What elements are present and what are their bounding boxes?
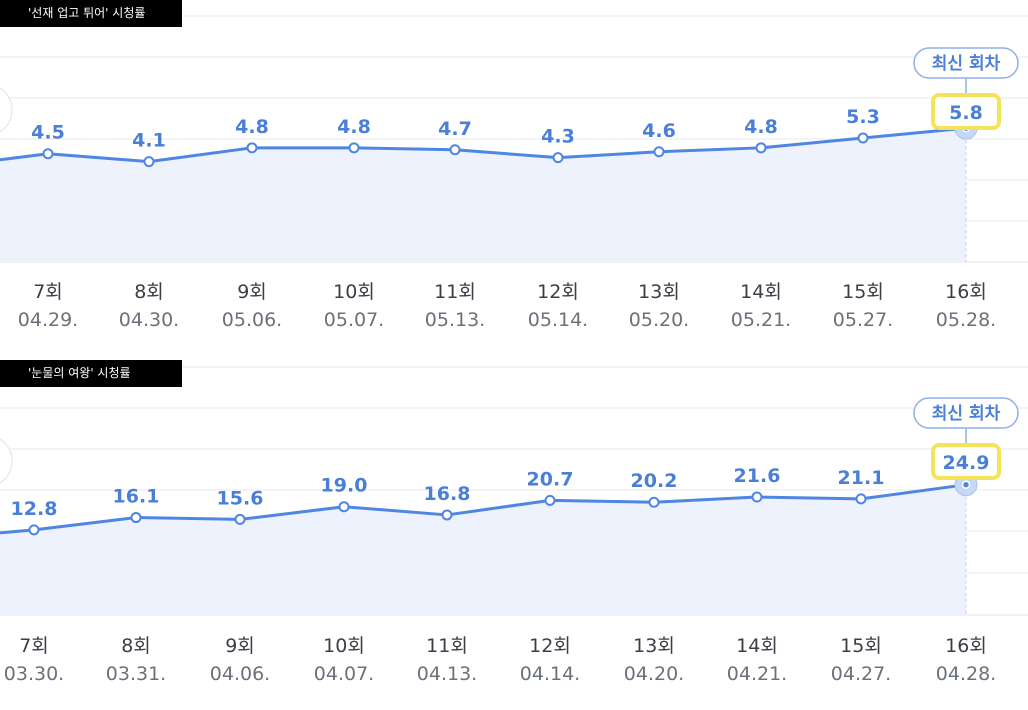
data-point: [130, 512, 142, 524]
data-label: 21.1: [838, 467, 885, 489]
x-date-label: 05.06.: [222, 309, 282, 331]
x-tick-label: 15회: [840, 635, 882, 657]
x-date-label: 04.27.: [831, 663, 891, 685]
x-date-label: 04.30.: [119, 309, 179, 331]
x-date-label: 05.14.: [528, 309, 588, 331]
data-point: [961, 480, 971, 489]
x-tick-label: 15회: [842, 281, 884, 303]
data-point: [441, 509, 453, 521]
x-tick-label: 7회: [33, 281, 63, 303]
x-tick-label: 14회: [740, 281, 782, 303]
data-point: [348, 142, 360, 154]
x-date-label: 04.14.: [520, 663, 580, 685]
prev-nav-button[interactable]: [0, 84, 13, 136]
latest-value-label: 24.9: [943, 452, 990, 474]
data-label: 5.3: [846, 106, 880, 128]
data-point: [42, 148, 54, 160]
x-tick-label: 12회: [537, 281, 579, 303]
x-tick-label: 13회: [633, 635, 675, 657]
x-date-label: 04.29.: [18, 309, 78, 331]
data-label: 4.8: [744, 116, 778, 138]
x-tick-label: 9회: [225, 635, 255, 657]
data-label: 4.1: [132, 130, 166, 152]
prev-nav-button[interactable]: [0, 435, 13, 487]
data-point: [28, 524, 40, 536]
x-date-label: 04.07.: [314, 663, 374, 685]
line-chart: 12.8 16.1 15.6 19.0 16.8 20.7 20.2 21.6 21.1 최신 회…: [0, 366, 1028, 685]
data-label: 16.8: [424, 483, 471, 505]
x-date-label: 03.31.: [106, 663, 166, 685]
data-label: 12.8: [11, 498, 58, 520]
x-tick-label: 11회: [434, 281, 476, 303]
x-tick-label: 8회: [134, 281, 164, 303]
data-point: [449, 144, 461, 156]
data-label: 19.0: [321, 475, 368, 497]
x-tick-label: 16회: [945, 635, 987, 657]
data-label: 4.3: [541, 126, 575, 148]
chart-panel-queen-of-tears: 12.8 16.1 15.6 19.0 16.8 20.7 20.2 21.6 21.1 최신 회…: [0, 360, 1028, 710]
data-label: 15.6: [217, 487, 264, 509]
x-tick-label: 14회: [736, 635, 778, 657]
x-date-label: 05.28.: [936, 309, 996, 331]
x-date-label: 05.21.: [731, 309, 791, 331]
data-point: [857, 132, 869, 144]
x-tick-label: 10회: [323, 635, 365, 657]
data-point: [544, 494, 556, 506]
data-point: [338, 501, 350, 513]
x-tick-label: 13회: [638, 281, 680, 303]
latest-value-label: 5.8: [949, 102, 983, 124]
x-tick-label: 12회: [529, 635, 571, 657]
data-label: 20.2: [631, 470, 678, 492]
x-date-label: 03.30.: [4, 663, 64, 685]
data-label: 21.6: [734, 465, 781, 487]
data-label: 4.6: [642, 120, 676, 142]
x-date-label: 05.13.: [425, 309, 485, 331]
latest-episode-badge-label: 최신 회차: [932, 54, 1001, 74]
chart-panel-seonjae: 4.5 4.1 4.8 4.8 4.7 4.3 4.6 4.8 5.3 최신 회차 5.8 7회 04.…: [0, 0, 1028, 350]
chart-title: '눈물의 여왕' 시청률: [0, 360, 182, 387]
x-date-label: 04.06.: [210, 663, 270, 685]
series-area: [0, 484, 966, 615]
data-point: [751, 491, 763, 503]
x-date-label: 04.21.: [727, 663, 787, 685]
x-date-label: 05.07.: [324, 309, 384, 331]
data-point: [143, 156, 155, 168]
x-tick-label: 7회: [19, 635, 49, 657]
x-tick-label: 10회: [333, 281, 375, 303]
x-tick-label: 11회: [426, 635, 468, 657]
data-point: [653, 146, 665, 158]
data-point: [648, 496, 660, 508]
latest-value-highlight: [931, 443, 1001, 480]
data-label: 20.7: [527, 468, 574, 490]
data-label: 4.8: [235, 116, 269, 138]
data-point: [552, 152, 564, 164]
data-point: [855, 493, 867, 505]
x-date-label: 05.20.: [629, 309, 689, 331]
data-label: 16.1: [113, 486, 160, 508]
x-date-label: 04.13.: [417, 663, 477, 685]
line-chart: 4.5 4.1 4.8 4.8 4.7 4.3 4.6 4.8 5.3 최신 회차 5.8 7회 04.…: [0, 15, 1028, 331]
x-tick-label: 9회: [237, 281, 267, 303]
data-point: [755, 142, 767, 154]
x-tick-label: 8회: [121, 635, 151, 657]
data-label: 4.5: [31, 122, 65, 144]
data-point: [234, 513, 246, 525]
latest-episode-badge-label: 최신 회차: [932, 404, 1001, 424]
x-date-label: 04.20.: [624, 663, 684, 685]
series-area: [0, 128, 966, 262]
latest-value-highlight: [931, 93, 1001, 130]
x-date-label: 05.27.: [833, 309, 893, 331]
chart-title: '선재 업고 튀어' 시청률: [0, 0, 182, 27]
x-tick-label: 16회: [945, 281, 987, 303]
x-date-label: 04.28.: [936, 663, 996, 685]
data-point: [246, 142, 258, 154]
data-label: 4.8: [337, 116, 371, 138]
data-label: 4.7: [438, 118, 472, 140]
